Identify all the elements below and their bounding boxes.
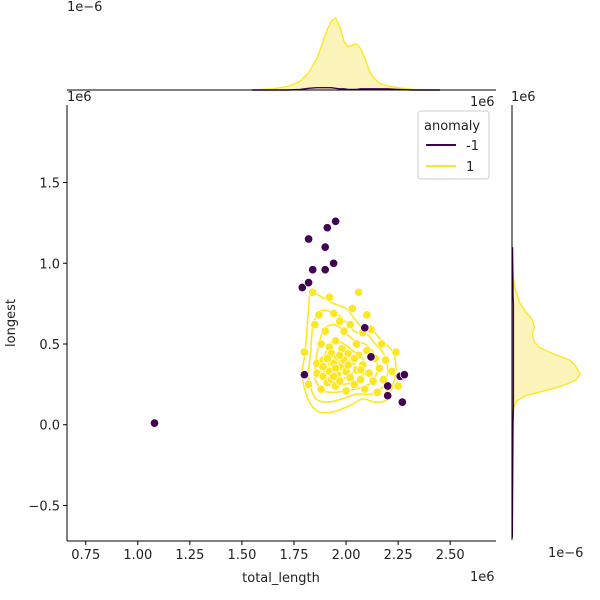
anomaly-pos-point bbox=[339, 326, 349, 336]
top-marginal-line-neg bbox=[252, 87, 440, 91]
anomaly-pos-point bbox=[318, 362, 328, 372]
x-tick-label: 0.75 bbox=[71, 548, 100, 563]
top-marginal-top-right-label: 1e6 bbox=[470, 95, 495, 110]
anomaly-pos-point bbox=[310, 320, 320, 330]
anomaly-pos-point bbox=[343, 360, 353, 370]
anomaly-neg-point bbox=[383, 381, 393, 391]
anomaly-neg-point bbox=[329, 258, 339, 268]
anomaly-pos-point bbox=[331, 363, 341, 373]
anomaly-neg-point bbox=[304, 278, 314, 288]
y-tick-label: 0.0 bbox=[39, 419, 60, 434]
y-tick-label: −0.5 bbox=[28, 499, 60, 514]
anomaly-pos-point bbox=[362, 310, 372, 320]
anomaly-pos-point bbox=[329, 308, 339, 318]
anomaly-pos-point bbox=[356, 374, 366, 385]
anomaly-pos-point bbox=[308, 287, 318, 297]
anomaly-pos-point bbox=[331, 336, 341, 346]
anomaly-neg-point bbox=[322, 223, 332, 233]
x-tick-label: 2.00 bbox=[332, 548, 361, 563]
top-marginal-offset-label: 1e−6 bbox=[67, 0, 102, 15]
anomaly-neg-point bbox=[331, 216, 341, 226]
anomaly-pos-point bbox=[335, 376, 345, 386]
anomaly-pos-point bbox=[347, 303, 357, 314]
anomaly-pos-point bbox=[341, 386, 351, 396]
legend-title: anomaly bbox=[424, 119, 480, 134]
y-tick-label: 1.0 bbox=[39, 257, 60, 272]
x-tick-label: 1.75 bbox=[280, 548, 309, 563]
anomaly-neg-point bbox=[308, 265, 318, 275]
anomaly-pos-point bbox=[391, 347, 401, 357]
anomaly-pos-point bbox=[364, 368, 374, 378]
x-axis-title: total_length bbox=[242, 571, 320, 586]
anomaly-neg-point bbox=[397, 397, 407, 407]
legend: anomaly -1 1 bbox=[417, 110, 490, 180]
anomaly-neg-point bbox=[383, 391, 393, 401]
x-tick-label: 1.50 bbox=[227, 548, 256, 563]
right-marginal-plot: 1e6 1e−6 bbox=[511, 90, 583, 561]
x-tick-label: 2.50 bbox=[436, 548, 465, 563]
anomaly-pos-point bbox=[349, 353, 359, 364]
x-tick-label: 1.25 bbox=[175, 548, 204, 563]
anomaly-pos-point bbox=[345, 373, 355, 383]
y-axis-title: longest bbox=[4, 299, 19, 347]
anomaly-pos-point bbox=[329, 371, 339, 381]
anomaly-pos-point bbox=[304, 379, 314, 389]
anomaly-pos-point bbox=[372, 387, 382, 397]
legend-label-neg: -1 bbox=[466, 139, 479, 154]
x-tick-label: 1.00 bbox=[123, 548, 152, 563]
anomaly-pos-point bbox=[378, 374, 389, 385]
anomaly-pos-point bbox=[381, 355, 391, 365]
anomaly-neg-point bbox=[360, 323, 370, 333]
anomaly-pos-point bbox=[324, 292, 334, 302]
x-tick-label: 2.25 bbox=[384, 548, 413, 563]
y-tick-label: 0.5 bbox=[39, 338, 60, 353]
anomaly-pos-point bbox=[299, 347, 309, 357]
anomaly-neg-point bbox=[320, 265, 330, 275]
right-marginal-line-pos bbox=[511, 247, 581, 538]
anomaly-pos-point bbox=[320, 326, 330, 336]
anomaly-neg-point bbox=[304, 234, 314, 244]
anomaly-pos-point bbox=[335, 350, 345, 360]
anomaly-pos-point bbox=[360, 384, 370, 394]
anomaly-pos-point bbox=[393, 381, 403, 391]
anomaly-pos-point bbox=[316, 384, 326, 394]
right-marginal-offset-label: 1e−6 bbox=[548, 546, 583, 561]
legend-label-pos: 1 bbox=[466, 160, 474, 175]
anomaly-pos-point bbox=[351, 339, 362, 349]
anomaly-pos-point bbox=[368, 376, 378, 386]
right-marginal-line-neg bbox=[511, 247, 515, 538]
anomaly-pos-point bbox=[387, 366, 397, 376]
anomaly-neg-point bbox=[299, 370, 309, 380]
anomaly-pos-point bbox=[356, 365, 366, 375]
main-plot: 0.75 1.00 1.25 1.50 1.75 2.00 2.25 2.50 −0.5 0.0… bbox=[4, 90, 496, 586]
top-marginal-line-pos bbox=[252, 16, 440, 91]
y-tick-label: 1.5 bbox=[39, 177, 60, 192]
anomaly-pos-point bbox=[354, 287, 364, 297]
anomaly-pos-point bbox=[335, 316, 345, 326]
top-marginal-fill-pos bbox=[252, 18, 440, 90]
right-marginal-fill-pos bbox=[512, 247, 580, 538]
anomaly-neg-point bbox=[320, 242, 330, 252]
anomaly-neg-point bbox=[149, 418, 160, 428]
anomaly-pos-point bbox=[362, 345, 372, 356]
anomaly-pos-point bbox=[314, 310, 324, 320]
anomaly-pos-point bbox=[316, 339, 326, 349]
top-marginal-plot: 1e−6 1e6 bbox=[67, 0, 496, 110]
anomaly-neg-point bbox=[297, 282, 307, 293]
y-axis-offset-label: 1e6 bbox=[67, 90, 92, 105]
anomaly-neg-point bbox=[399, 370, 409, 380]
anomaly-pos-point bbox=[345, 320, 355, 330]
anomaly-neg-point bbox=[366, 352, 376, 362]
anomaly-pos-point bbox=[374, 363, 384, 373]
right-marginal-top-label: 1e6 bbox=[511, 90, 536, 105]
x-axis-offset-label: 1e6 bbox=[470, 570, 495, 585]
anomaly-pos-point bbox=[376, 339, 387, 349]
anomaly-pos-point bbox=[322, 353, 332, 364]
anomaly-pos-point bbox=[349, 379, 359, 389]
